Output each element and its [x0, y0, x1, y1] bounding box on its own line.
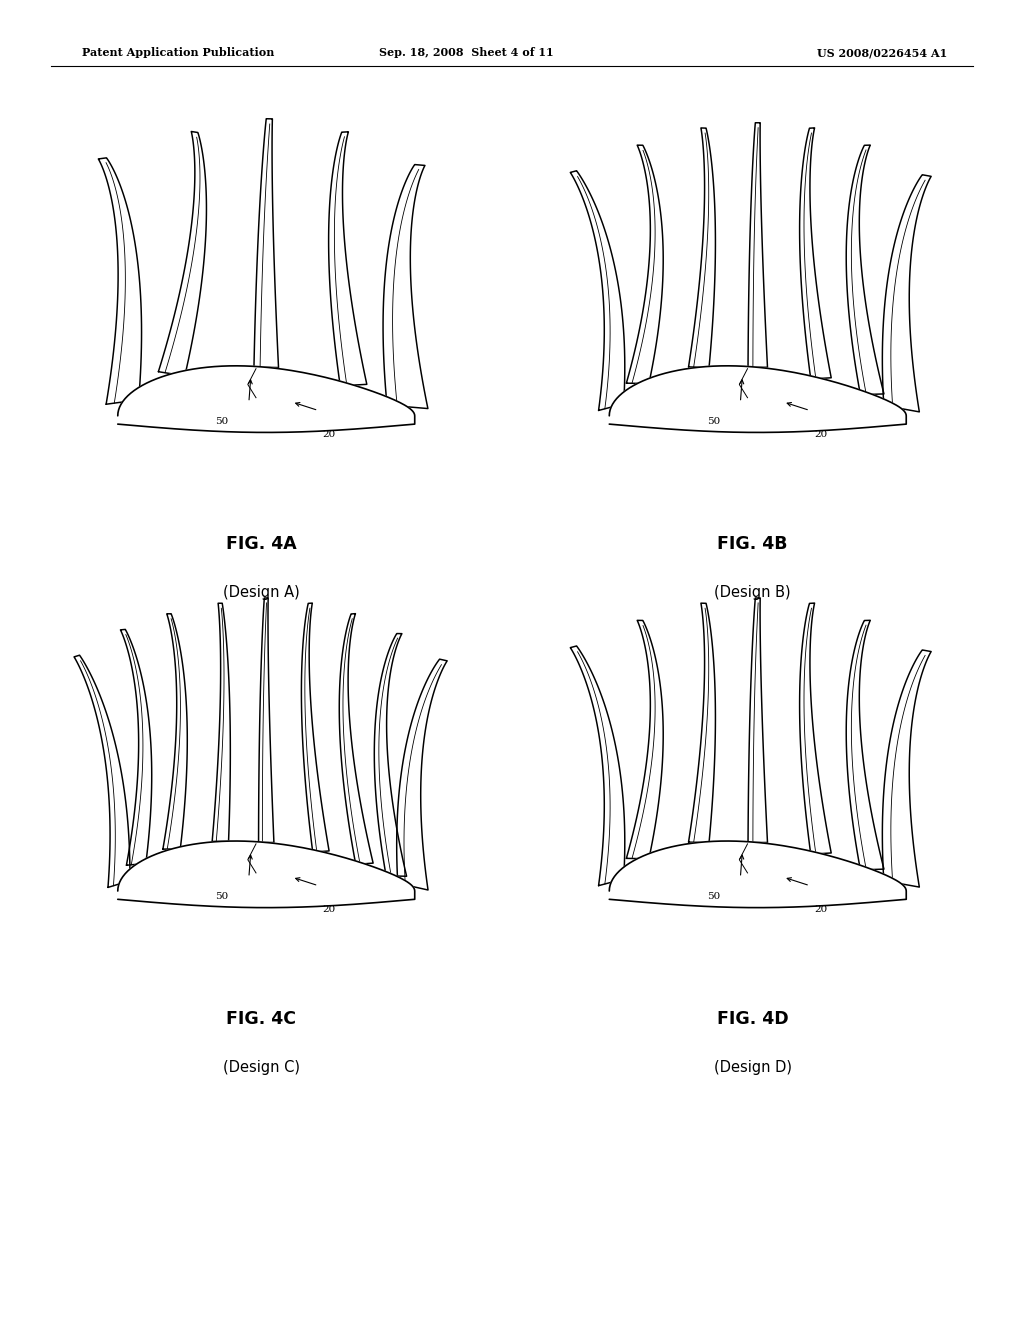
Text: 50: 50: [707, 892, 720, 900]
Text: 50: 50: [215, 417, 228, 425]
Polygon shape: [627, 620, 664, 859]
Text: 50: 50: [707, 417, 720, 425]
Polygon shape: [254, 119, 279, 367]
Polygon shape: [396, 659, 447, 890]
Polygon shape: [329, 132, 367, 385]
Text: (Design A): (Design A): [223, 585, 299, 599]
Polygon shape: [258, 598, 274, 842]
Polygon shape: [748, 123, 768, 367]
Polygon shape: [883, 174, 931, 412]
Polygon shape: [383, 165, 428, 409]
Polygon shape: [163, 614, 187, 849]
Polygon shape: [121, 630, 152, 865]
Polygon shape: [688, 128, 716, 367]
Polygon shape: [627, 145, 664, 384]
Text: US 2008/0226454 A1: US 2008/0226454 A1: [817, 48, 947, 58]
Polygon shape: [159, 132, 207, 376]
Text: (Design B): (Design B): [715, 585, 791, 599]
Text: (Design D): (Design D): [714, 1060, 792, 1074]
Polygon shape: [339, 614, 373, 865]
Polygon shape: [748, 598, 768, 842]
Polygon shape: [570, 645, 625, 886]
Polygon shape: [74, 655, 130, 887]
Polygon shape: [846, 620, 884, 870]
Polygon shape: [375, 634, 407, 876]
Text: FIG. 4C: FIG. 4C: [226, 1010, 296, 1028]
Text: 20: 20: [814, 430, 827, 438]
Text: (Design C): (Design C): [222, 1060, 300, 1074]
Polygon shape: [212, 603, 230, 841]
Text: FIG. 4B: FIG. 4B: [718, 535, 787, 553]
Polygon shape: [609, 841, 906, 908]
Polygon shape: [883, 649, 931, 887]
Polygon shape: [118, 841, 415, 908]
Text: Patent Application Publication: Patent Application Publication: [82, 48, 274, 58]
Polygon shape: [98, 158, 141, 404]
Polygon shape: [301, 603, 329, 853]
Polygon shape: [800, 128, 831, 379]
Polygon shape: [609, 366, 906, 433]
Text: Sep. 18, 2008  Sheet 4 of 11: Sep. 18, 2008 Sheet 4 of 11: [379, 48, 553, 58]
Polygon shape: [570, 170, 625, 411]
Text: 20: 20: [814, 906, 827, 913]
Text: 50: 50: [215, 892, 228, 900]
Text: FIG. 4A: FIG. 4A: [225, 535, 297, 553]
Polygon shape: [846, 145, 884, 395]
Polygon shape: [118, 366, 415, 433]
Text: FIG. 4D: FIG. 4D: [717, 1010, 788, 1028]
Text: 20: 20: [323, 430, 336, 438]
Text: 20: 20: [323, 906, 336, 913]
Polygon shape: [688, 603, 716, 842]
Polygon shape: [800, 603, 831, 854]
